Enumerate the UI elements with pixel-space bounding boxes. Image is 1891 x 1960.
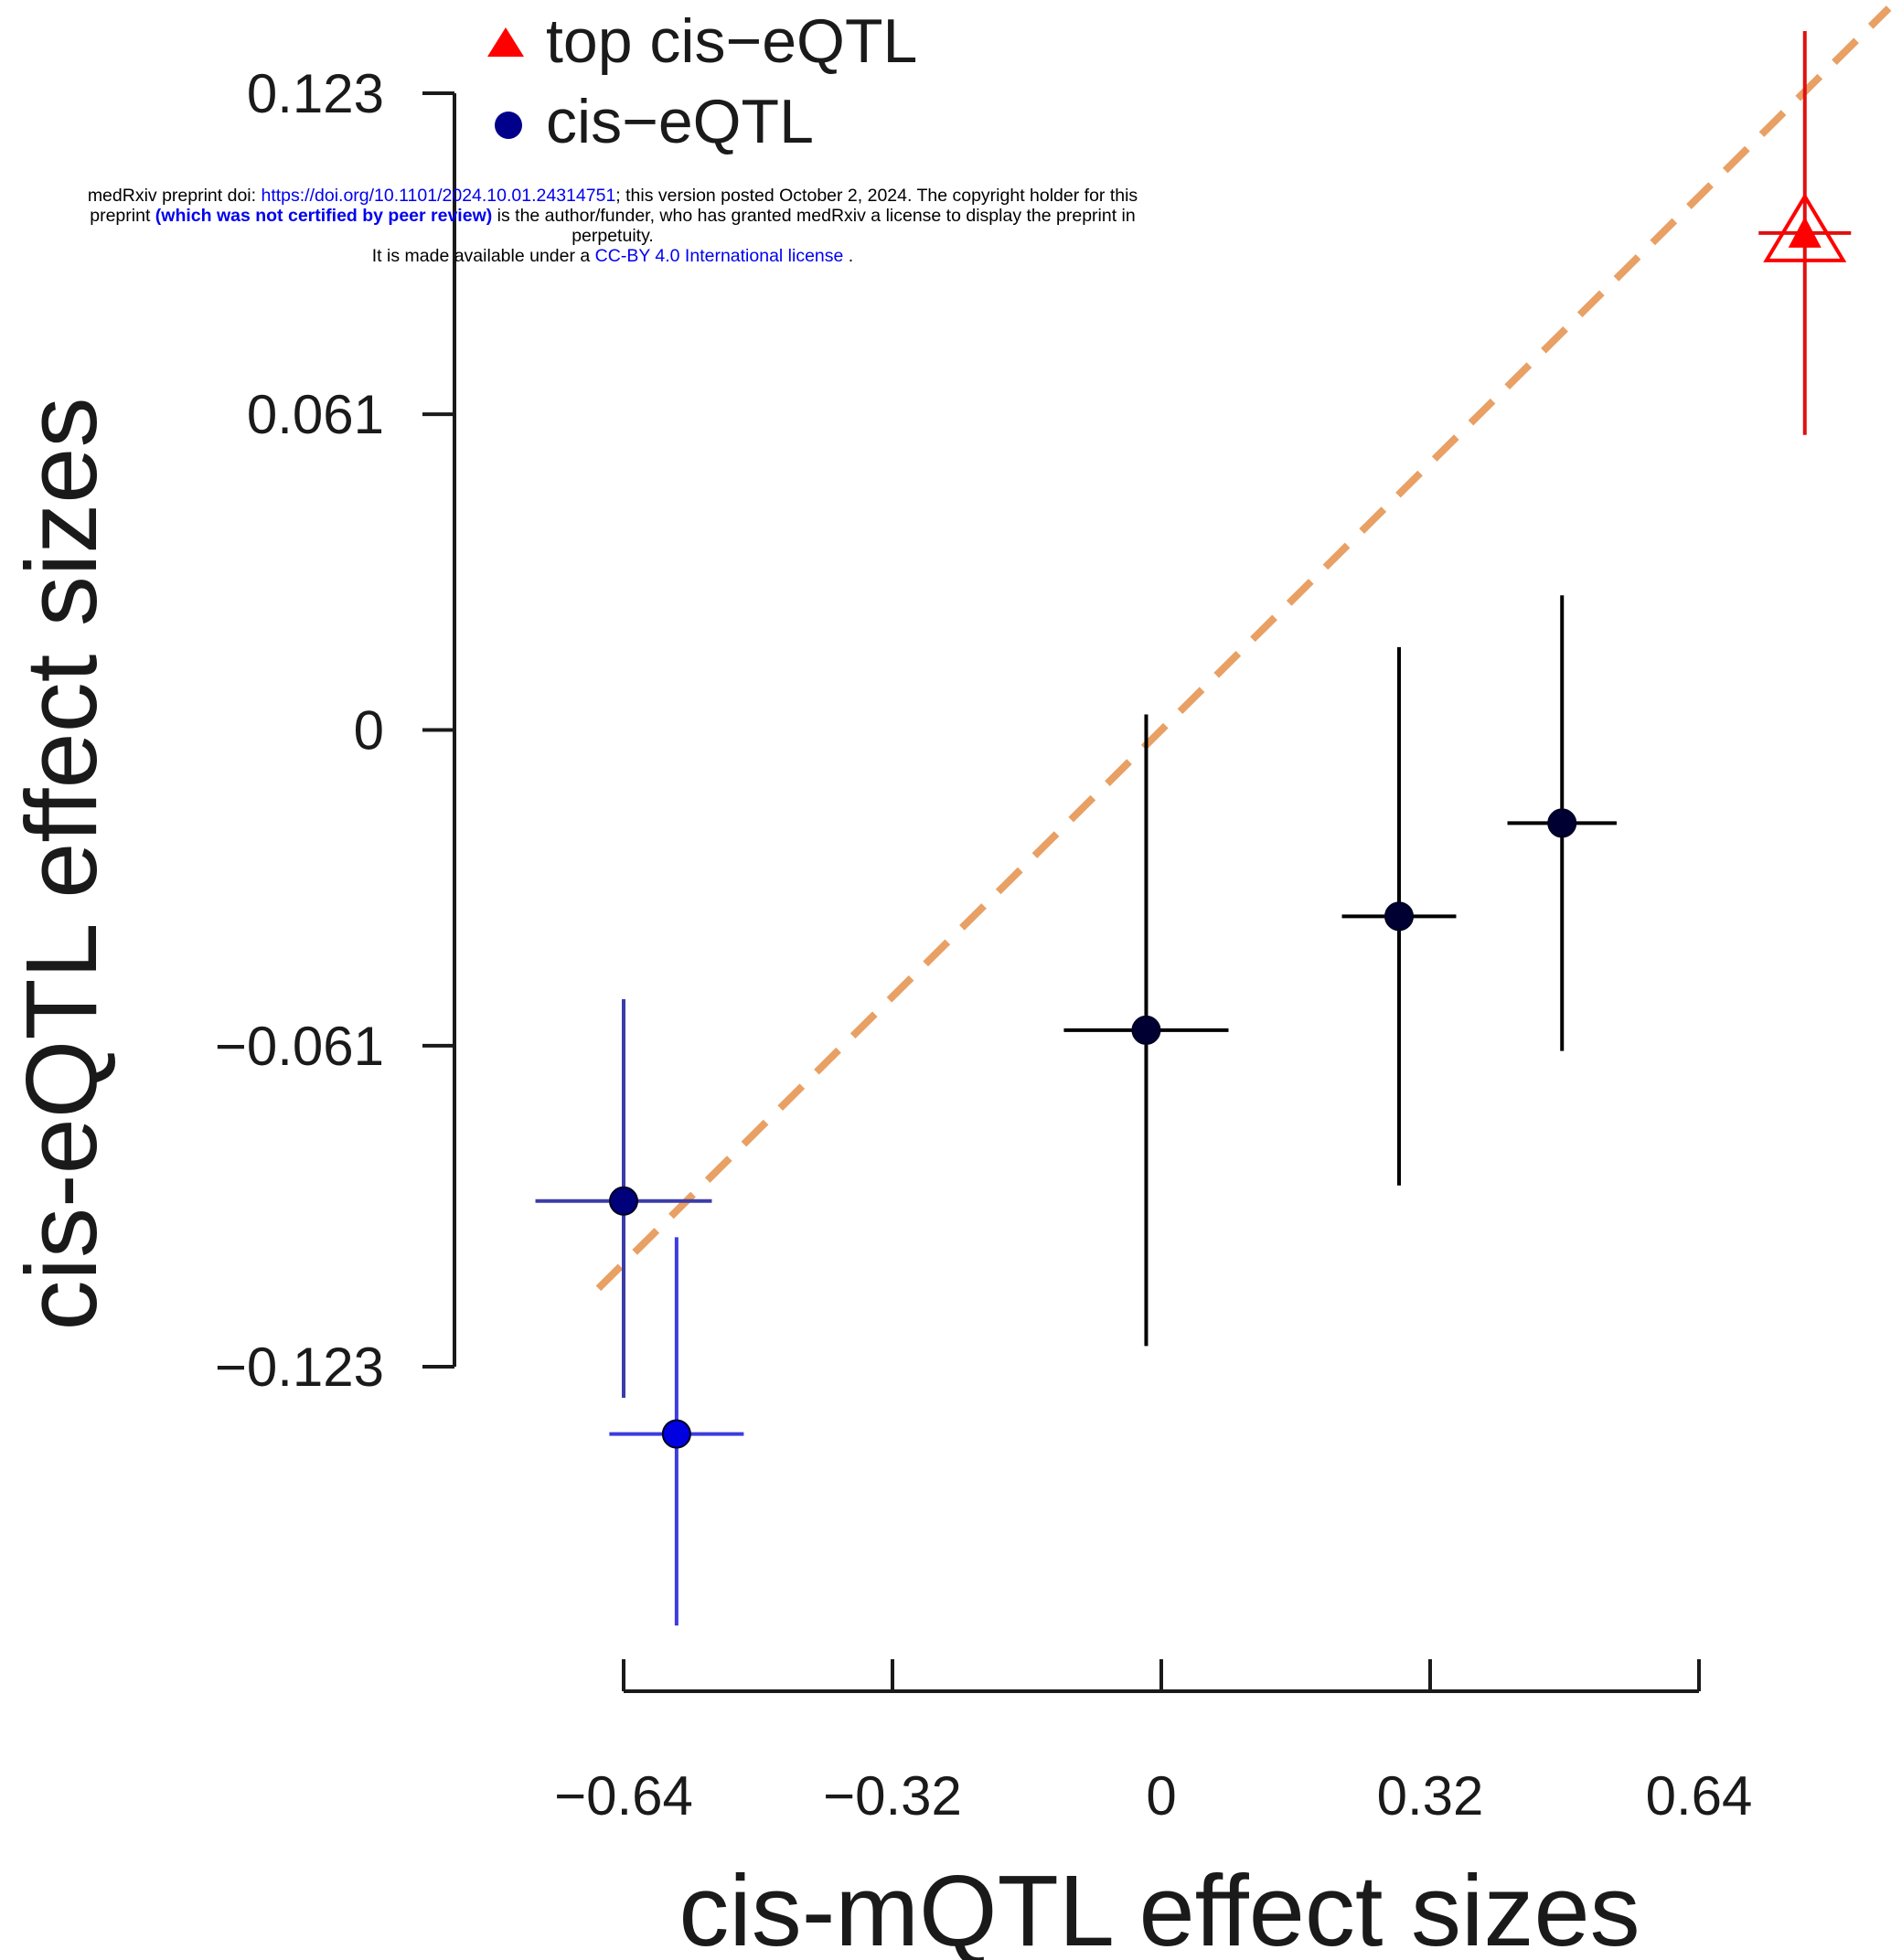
doi-link[interactable]: https://doi.org/10.1101/2024.10.01.24314… — [261, 186, 616, 206]
fit-line — [595, 5, 1891, 1292]
banner-line-3: perpetuity. — [572, 226, 654, 246]
preprint-banner: medRxiv preprint doi: https://doi.org/10… — [18, 186, 1207, 266]
triangle-marker — [1788, 216, 1822, 248]
banner-line-2: preprint (which was not certified by pee… — [18, 206, 1207, 226]
banner-line-4: It is made available under a CC-BY 4.0 I… — [18, 246, 1207, 266]
x-tick-label: −0.32 — [823, 1765, 962, 1827]
data-point — [1384, 901, 1415, 932]
y-tick-label: −0.123 — [215, 1337, 384, 1398]
x-tick-label: 0 — [1146, 1765, 1176, 1827]
license-link[interactable]: CC-BY 4.0 International license — [594, 246, 844, 266]
x-tick-label: 0.32 — [1377, 1765, 1484, 1827]
banner-text: medRxiv preprint doi: — [87, 186, 262, 206]
y-tick-label: 0.123 — [247, 63, 384, 124]
y-tick-label: 0.061 — [247, 384, 384, 445]
y-axis-label: cis-eQTL effect sizes — [5, 398, 118, 1331]
banner-text: is the author/funder, who has granted me… — [492, 206, 1136, 226]
y-tick-label: −0.061 — [215, 1016, 384, 1077]
data-point — [1131, 1015, 1161, 1045]
banner-line-1: medRxiv preprint doi: https://doi.org/10… — [18, 186, 1207, 206]
banner-text: ; this version posted October 2, 2024. T… — [615, 186, 1138, 206]
y-tick-label: 0 — [354, 700, 384, 762]
legend-label: cis−eQTL — [546, 87, 814, 156]
legend-triangle-icon — [487, 27, 524, 57]
banner-text: preprint — [90, 206, 155, 226]
legend-circle-icon — [495, 112, 522, 139]
banner-text: It is made available under a — [371, 246, 595, 266]
peer-review-note: (which was not certified by peer review) — [155, 206, 493, 226]
x-tick-label: −0.64 — [554, 1765, 693, 1827]
x-tick-label: 0.64 — [1646, 1765, 1753, 1827]
x-axis-label: cis-mQTL effect sizes — [678, 1855, 1640, 1960]
triangle-outline-marker — [1763, 193, 1847, 262]
data-point — [609, 1186, 638, 1216]
banner-text: . — [843, 246, 854, 266]
data-point — [661, 1419, 691, 1449]
data-point — [1547, 808, 1577, 838]
legend-label: top cis−eQTL — [546, 6, 917, 76]
